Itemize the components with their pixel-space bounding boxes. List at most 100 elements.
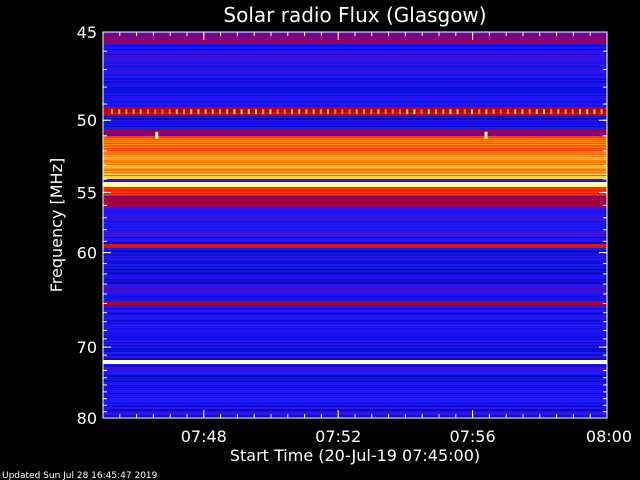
heatmap-row [103, 83, 607, 85]
heatmap-row [103, 86, 607, 88]
heatmap-row [103, 74, 607, 76]
heatmap-row [103, 317, 607, 319]
y-tick-label: 60 [77, 244, 97, 263]
heatmap-row [103, 97, 607, 99]
interference-spike [528, 109, 531, 115]
heatmap-row [103, 173, 607, 175]
heatmap-row [103, 88, 607, 90]
heatmap-row [103, 64, 607, 66]
interference-spike [370, 109, 373, 115]
heatmap-row [103, 413, 607, 415]
heatmap-row [103, 54, 607, 56]
heatmap-row [103, 107, 607, 109]
heatmap-row [103, 154, 607, 156]
heatmap-row [103, 388, 607, 390]
heatmap-row [103, 294, 607, 296]
heatmap-row [103, 92, 607, 94]
heatmap-row [103, 254, 607, 256]
heatmap-row [103, 372, 607, 374]
heatmap-row [103, 189, 607, 191]
heatmap-row [103, 153, 607, 155]
heatmap-row [103, 405, 607, 407]
heatmap-row [103, 410, 607, 412]
heatmap-row [103, 121, 607, 123]
heatmap-row [103, 214, 607, 216]
heatmap-row [103, 246, 607, 248]
heatmap-row [103, 132, 607, 134]
heatmap-row [103, 76, 607, 78]
heatmap-row [103, 70, 607, 72]
heatmap-row [103, 69, 607, 71]
heatmap-row [103, 327, 607, 329]
heatmap-row [103, 142, 607, 144]
heatmap-row [103, 38, 607, 40]
heatmap-row [103, 247, 607, 249]
heatmap-row [103, 193, 607, 195]
interference-spike [600, 109, 603, 115]
heatmap-row [103, 164, 607, 166]
heatmap-row [103, 305, 607, 307]
heatmap-row [103, 140, 607, 142]
heatmap-row [103, 219, 607, 221]
heatmap-row [103, 381, 607, 383]
heatmap-row [103, 339, 607, 341]
heatmap-row [103, 391, 607, 393]
heatmap-row [103, 79, 607, 81]
heatmap-row [103, 108, 607, 110]
heatmap-row [103, 138, 607, 140]
heatmap-row [103, 183, 607, 185]
heatmap-row [103, 269, 607, 271]
heatmap-row [103, 210, 607, 212]
heatmap-row [103, 288, 607, 290]
interference-spike [319, 109, 322, 115]
heatmap-row [103, 62, 607, 64]
heatmap-row [103, 250, 607, 252]
heatmap-row [103, 162, 607, 164]
axis-ticks: 45 50 55 60 70 80 07:48 07:52 07:56 08:00 [77, 23, 632, 446]
heatmap-row [103, 290, 607, 292]
heatmap-row [103, 399, 607, 401]
heatmap-row [103, 105, 607, 107]
heatmap-row [103, 72, 607, 74]
heatmap-row [103, 394, 607, 396]
heatmap-row [103, 98, 607, 100]
heatmap-row [103, 332, 607, 334]
heatmap-row [103, 204, 607, 206]
heatmap-row [103, 276, 607, 278]
heatmap-row [103, 109, 607, 111]
heatmap-row [103, 272, 607, 274]
heatmap-row [103, 409, 607, 411]
heatmap-row [103, 145, 607, 147]
heatmap-row [103, 229, 607, 231]
heatmap-row [103, 175, 607, 177]
interference-spike [586, 109, 589, 115]
interference-spike [571, 109, 574, 115]
heatmap-row [103, 251, 607, 253]
heatmap-row [103, 203, 607, 205]
heatmap-row [103, 194, 607, 196]
heatmap-row [103, 225, 607, 227]
y-tick-label: 55 [77, 183, 97, 202]
heatmap-row [103, 66, 607, 68]
heatmap-row [103, 331, 607, 333]
heatmap-row [103, 232, 607, 234]
heatmap-row [103, 228, 607, 230]
heatmap-row [103, 39, 607, 41]
interference-spike [111, 109, 113, 115]
heatmap-row [103, 379, 607, 381]
heatmap-row [103, 230, 607, 232]
interference-spike [355, 109, 358, 115]
heatmap-row [103, 309, 607, 311]
y-tick-label: 80 [77, 409, 97, 428]
heatmap-row [103, 375, 607, 377]
y-axis-label: Frequency [MHz] [47, 158, 66, 292]
heatmap-row [103, 113, 607, 115]
heatmap-row [103, 275, 607, 277]
heatmap-row [103, 220, 607, 222]
heatmap-row [103, 191, 607, 193]
interference-spike [499, 109, 502, 115]
heatmap-row [103, 278, 607, 280]
x-tick-label: 08:00 [586, 427, 632, 446]
heatmap-row [103, 264, 607, 266]
heatmap-row [103, 363, 607, 365]
